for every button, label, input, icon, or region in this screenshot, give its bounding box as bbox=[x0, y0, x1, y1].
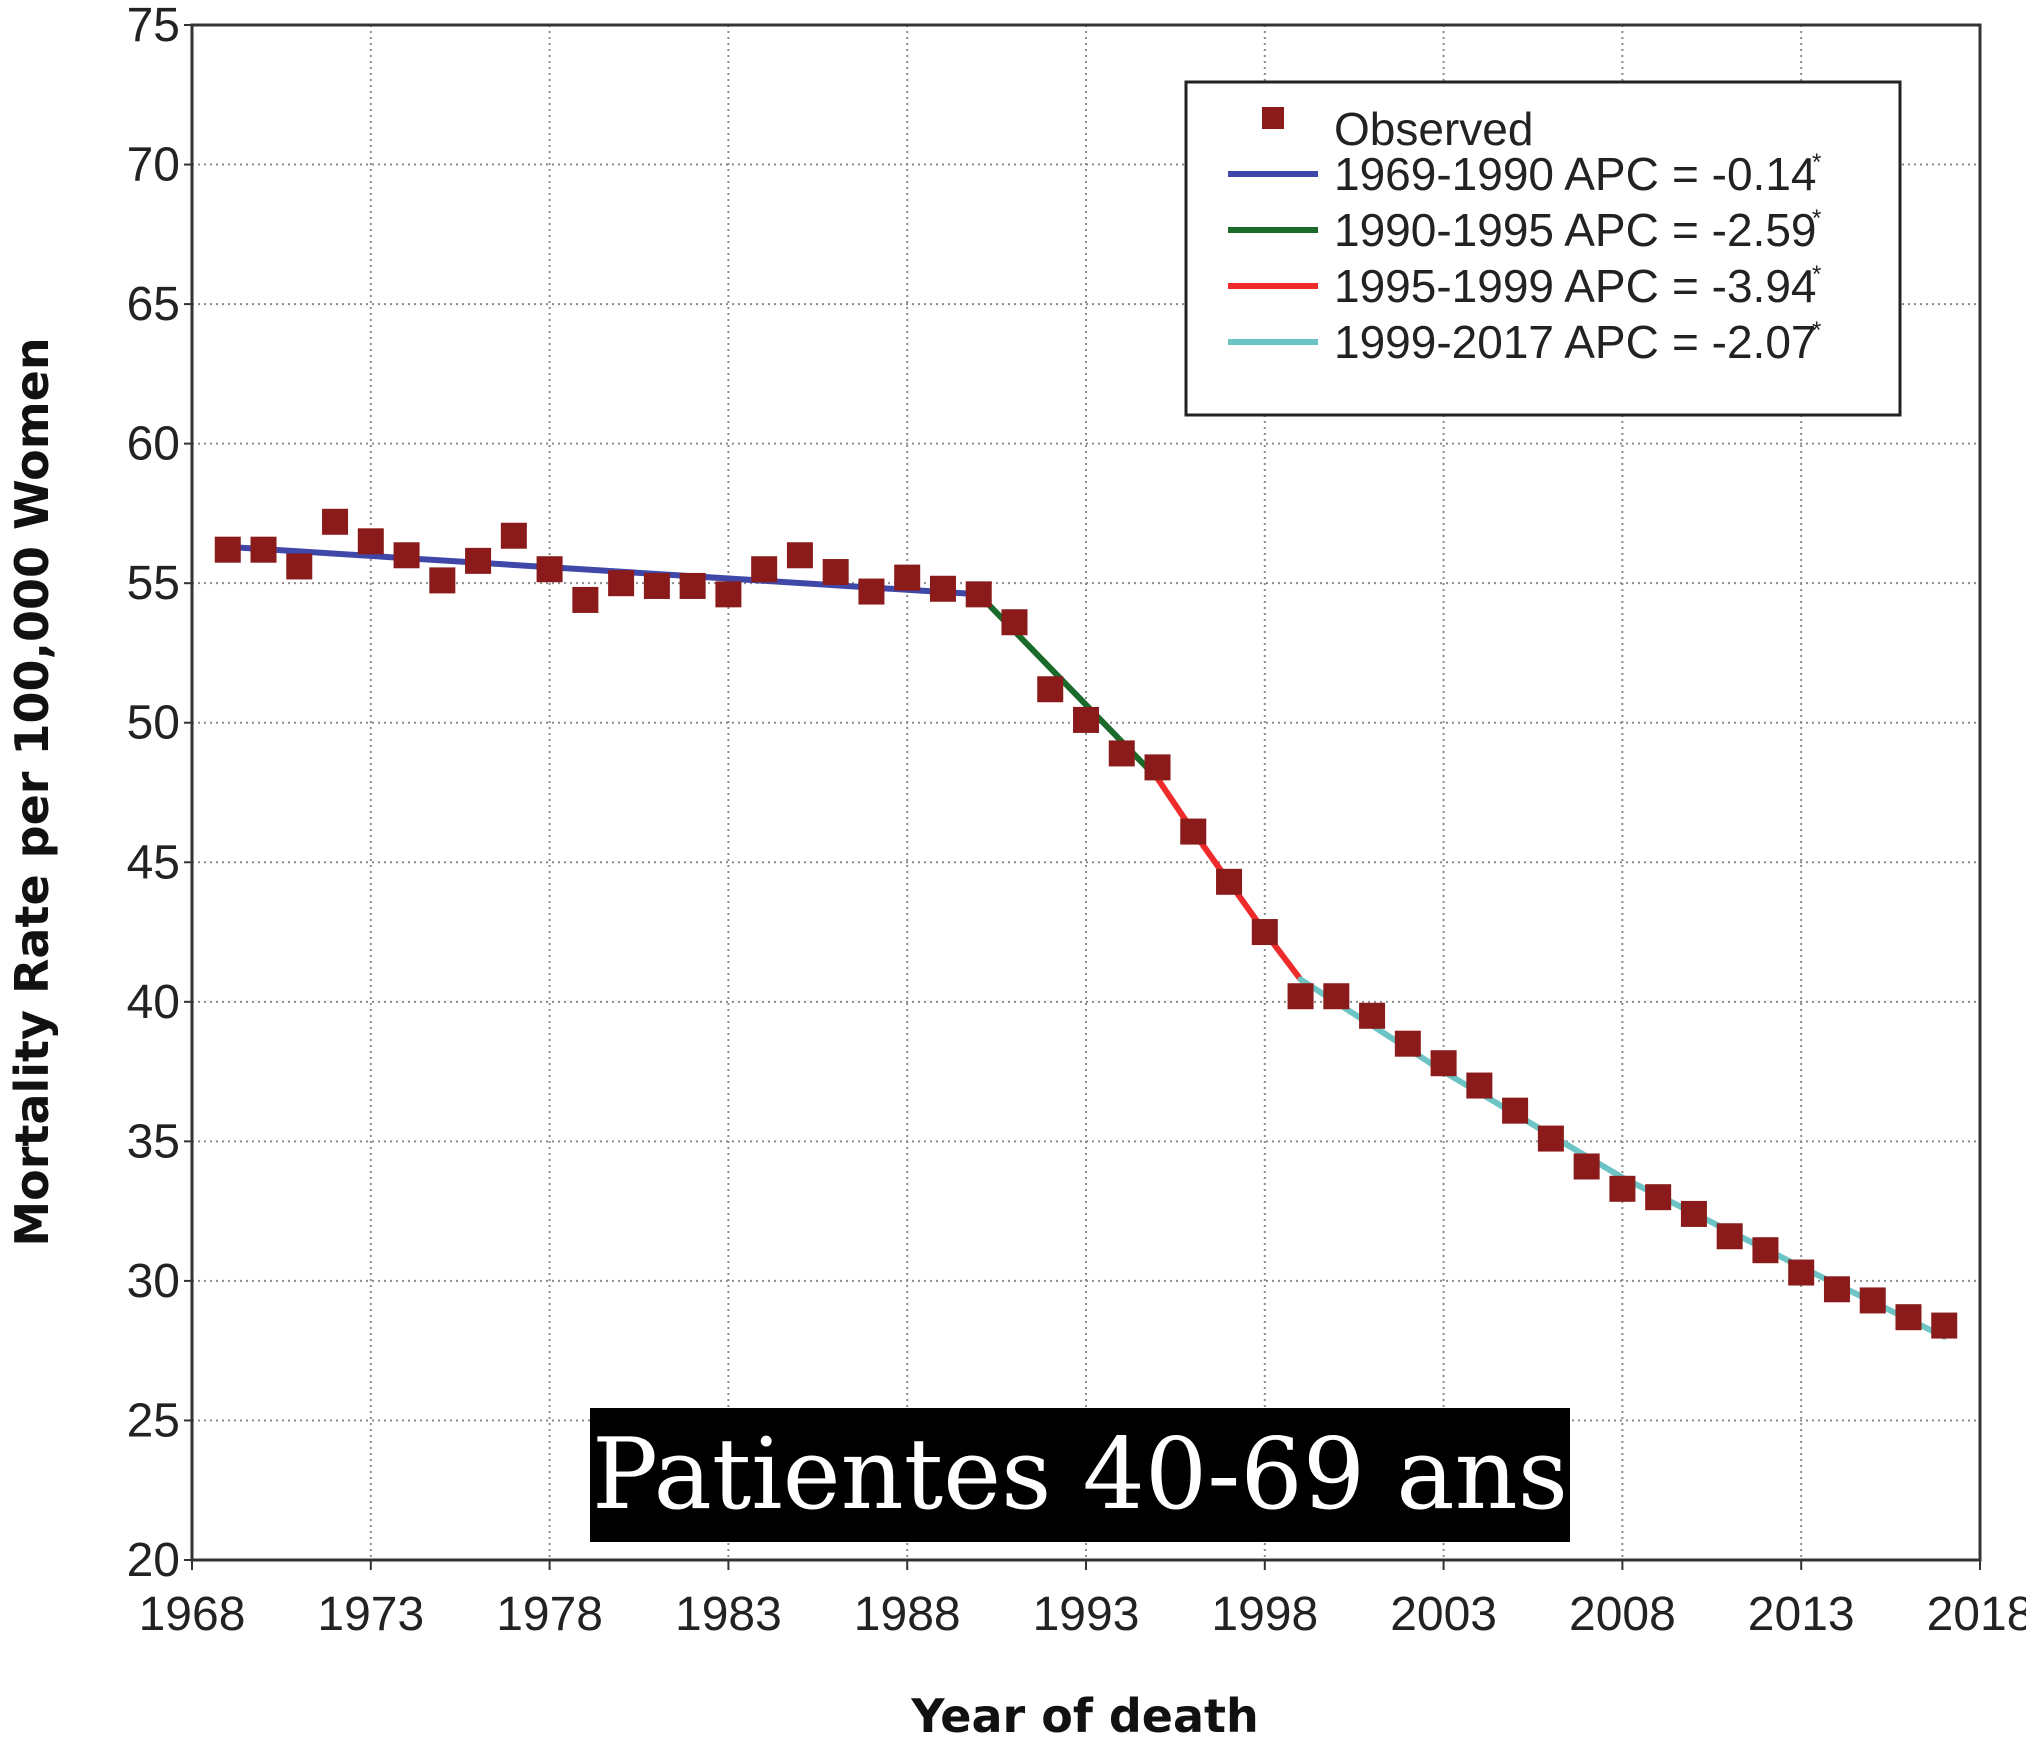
x-tick-label: 1973 bbox=[317, 1588, 424, 1641]
legend-apc-2: = -2.59 bbox=[1672, 204, 1817, 256]
observed-point bbox=[572, 586, 599, 613]
observed-point bbox=[929, 575, 956, 602]
observed-point bbox=[1716, 1223, 1743, 1250]
legend-significance-2: * bbox=[1812, 205, 1821, 232]
x-axis-ticks: 1968 1973 1978 1983 1988 1993 1998 2003 2008 2013… bbox=[139, 1560, 2026, 1641]
observed-point bbox=[393, 542, 420, 569]
legend-significance-1: * bbox=[1812, 149, 1821, 176]
observed-point bbox=[1001, 609, 1028, 636]
observed-point bbox=[1287, 983, 1314, 1010]
observed-point bbox=[214, 536, 241, 563]
observed-points bbox=[214, 508, 1958, 1339]
observed-point bbox=[1573, 1153, 1600, 1180]
observed-point bbox=[1645, 1184, 1672, 1211]
legend-series: 1969-1990 APC = -0.14*1990-1995 APC = -2.5… bbox=[1228, 148, 1821, 368]
caption-text: Patientes 40-69 ans bbox=[591, 1418, 1569, 1532]
observed-point bbox=[1430, 1050, 1457, 1077]
observed-point bbox=[751, 556, 778, 583]
legend-label-1: 1969-1990 APC bbox=[1334, 148, 1659, 200]
observed-point bbox=[1216, 868, 1243, 895]
observed-point bbox=[357, 528, 384, 555]
legend-label-2: 1990-1995 APC bbox=[1334, 204, 1659, 256]
observed-point bbox=[322, 508, 349, 535]
legend-apc-1: = -0.14 bbox=[1672, 148, 1817, 200]
x-tick-label: 1998 bbox=[1211, 1588, 1318, 1641]
y-tick-label: 35 bbox=[127, 1115, 180, 1168]
x-tick-label: 2018 bbox=[1927, 1588, 2026, 1641]
observed-point bbox=[822, 559, 849, 586]
y-tick-label: 70 bbox=[127, 139, 180, 192]
legend-apc-3: = -3.94 bbox=[1672, 260, 1817, 312]
observed-point bbox=[1359, 1002, 1386, 1029]
x-axis-title: Year of death bbox=[910, 1689, 1259, 1738]
observed-point bbox=[786, 542, 813, 569]
observed-point bbox=[1323, 983, 1350, 1010]
observed-point bbox=[1931, 1312, 1958, 1339]
y-tick-label: 50 bbox=[127, 697, 180, 750]
legend-observed-label: Observed bbox=[1334, 103, 1533, 155]
observed-point bbox=[465, 547, 492, 574]
observed-point bbox=[1609, 1175, 1636, 1202]
observed-point bbox=[1394, 1030, 1421, 1057]
y-tick-label: 65 bbox=[127, 278, 180, 331]
observed-point bbox=[715, 581, 742, 608]
observed-point bbox=[965, 581, 992, 608]
observed-point bbox=[1752, 1237, 1779, 1264]
observed-point bbox=[608, 570, 635, 597]
x-tick-label: 2013 bbox=[1748, 1588, 1855, 1641]
observed-point bbox=[429, 567, 456, 594]
observed-point bbox=[536, 556, 563, 583]
y-tick-label: 20 bbox=[127, 1534, 180, 1587]
x-tick-label: 1988 bbox=[854, 1588, 961, 1641]
observed-point bbox=[679, 572, 706, 599]
observed-point bbox=[1537, 1125, 1564, 1152]
x-tick-label: 2008 bbox=[1569, 1588, 1676, 1641]
observed-point bbox=[643, 572, 670, 599]
x-tick-label: 1993 bbox=[1033, 1588, 1140, 1641]
observed-point bbox=[286, 553, 313, 580]
y-tick-label: 45 bbox=[127, 836, 180, 889]
x-tick-label: 2003 bbox=[1390, 1588, 1497, 1641]
observed-point bbox=[1502, 1097, 1529, 1124]
y-axis-ticks: 20 25 30 35 40 45 50 55 60 65 70 75 bbox=[127, 0, 192, 1587]
observed-point bbox=[1895, 1304, 1922, 1331]
observed-point bbox=[250, 536, 277, 563]
legend-significance-3: * bbox=[1812, 261, 1821, 288]
x-tick-label: 1983 bbox=[675, 1588, 782, 1641]
legend-significance-4: * bbox=[1812, 317, 1821, 344]
observed-point bbox=[1144, 754, 1171, 781]
legend-label-3: 1995-1999 APC bbox=[1334, 260, 1659, 312]
observed-point bbox=[894, 564, 921, 591]
y-tick-label: 55 bbox=[127, 557, 180, 610]
legend-observed-marker bbox=[1262, 107, 1284, 129]
observed-point bbox=[1680, 1200, 1707, 1227]
y-tick-label: 30 bbox=[127, 1255, 180, 1308]
caption-box: Patientes 40-69 ans bbox=[590, 1408, 1570, 1542]
y-tick-label: 40 bbox=[127, 976, 180, 1029]
legend-apc-4: = -2.07 bbox=[1672, 316, 1817, 368]
observed-point bbox=[1180, 818, 1207, 845]
x-tick-label: 1968 bbox=[139, 1588, 246, 1641]
legend: Observed 1969-1990 APC = -0.14*1990-1995 … bbox=[1184, 80, 1902, 417]
observed-point bbox=[1108, 740, 1135, 767]
observed-point bbox=[1073, 706, 1099, 733]
observed-point bbox=[1788, 1259, 1815, 1286]
observed-point bbox=[1251, 919, 1278, 946]
observed-point bbox=[858, 578, 885, 605]
legend-label-4: 1999-2017 APC bbox=[1334, 316, 1659, 368]
observed-point bbox=[1859, 1287, 1886, 1314]
legend-frame bbox=[1184, 80, 1902, 417]
y-axis-title: Mortality Rate per 100,000 Women bbox=[5, 337, 59, 1246]
y-tick-label: 75 bbox=[127, 0, 180, 52]
observed-point bbox=[1823, 1276, 1850, 1303]
y-tick-label: 60 bbox=[127, 418, 180, 471]
x-tick-label: 1978 bbox=[496, 1588, 603, 1641]
observed-point bbox=[1466, 1072, 1493, 1099]
fit-line bbox=[224, 543, 982, 598]
observed-point bbox=[1037, 676, 1064, 703]
y-tick-label: 25 bbox=[127, 1394, 180, 1447]
observed-point bbox=[500, 522, 527, 549]
grid bbox=[192, 25, 1980, 1560]
